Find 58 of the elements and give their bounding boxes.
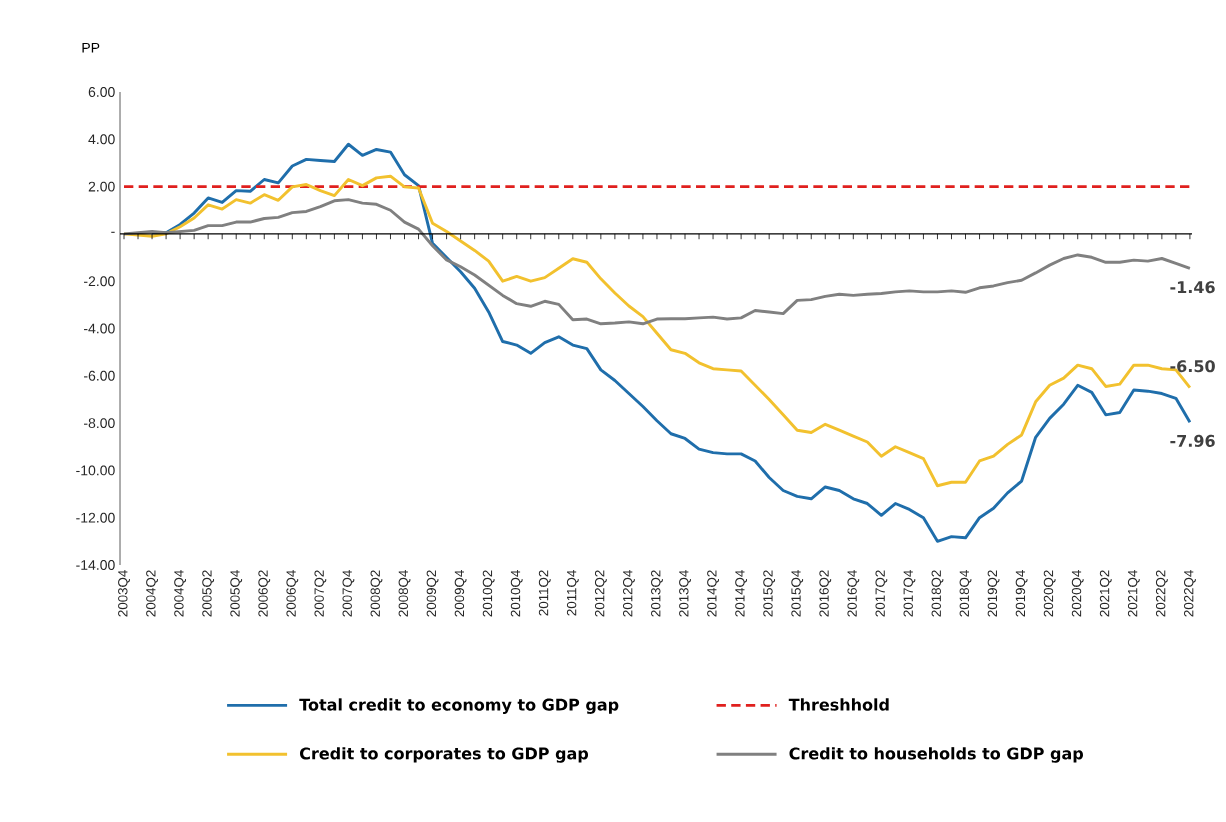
x-tick-label: 2006Q4: [286, 570, 299, 617]
x-tick-label: 2008Q4: [398, 570, 411, 617]
x-tick-label: 2016Q2: [819, 570, 832, 617]
x-tick-label: 2012Q2: [594, 570, 607, 617]
x-tick-label: 2009Q4: [454, 570, 467, 617]
x-tick-label: 2018Q4: [959, 570, 972, 617]
x-tick-label: 2015Q2: [763, 570, 776, 617]
x-tick-label: 2017Q4: [903, 570, 916, 617]
x-tick-label: 2006Q2: [258, 570, 271, 617]
legend-label: Total credit to economy to GDP gap: [299, 698, 619, 714]
x-tick-label: 2004Q2: [146, 570, 158, 617]
x-tick-label: 2012Q4: [623, 570, 635, 617]
data-label: -7.96: [1170, 434, 1215, 447]
y-tick-label: -14.00: [76, 560, 115, 570]
x-tick-label: 2022Q2: [1155, 570, 1168, 617]
x-tick-label: 2015Q4: [791, 570, 804, 617]
x-tick-label: 2003Q4: [118, 570, 130, 617]
legend-label: Credit to corporates to GDP gap: [300, 747, 589, 763]
x-tick-label: 2018Q2: [931, 570, 944, 617]
y-tick-label: -12.00: [76, 512, 115, 523]
y-tick-label: -: [111, 231, 115, 233]
legend-label: Credit to households to GDP gap: [789, 747, 1084, 763]
x-tick-label: 2021Q4: [1127, 570, 1140, 617]
x-tick-label: 2004Q4: [174, 570, 187, 617]
legend-label: Threshhold: [788, 698, 889, 711]
x-tick-label: 2014Q2: [707, 570, 719, 617]
x-tick-label: 2019Q2: [987, 570, 1000, 617]
x-tick-label: 2013Q4: [679, 570, 691, 617]
x-tick-label: 2014Q4: [735, 570, 748, 617]
x-tick-label: 2016Q4: [847, 570, 860, 617]
x-tick-label: 2011Q2: [538, 570, 551, 616]
x-tick-label: 2011Q4: [566, 570, 579, 616]
x-tick-label: 2005Q2: [202, 570, 215, 617]
y-tick-label: -8.00: [84, 418, 115, 429]
x-tick-label: 2019Q4: [1015, 570, 1028, 617]
y-tick-label: 6.00: [88, 87, 115, 97]
x-tick-label: 2007Q4: [342, 570, 355, 617]
x-tick-label: 2020Q4: [1071, 570, 1084, 617]
x-tick-label: 2021Q2: [1099, 570, 1112, 617]
y-tick-label: 4.00: [88, 134, 115, 145]
x-tick-label: 2013Q2: [651, 570, 663, 617]
data-label: -1.46: [1170, 281, 1215, 294]
data-label: -6.50: [1170, 360, 1215, 373]
y-tick-label: -2.00: [84, 276, 115, 287]
x-tick-label: 2010Q4: [510, 570, 523, 617]
x-tick-label: 2022Q4: [1184, 570, 1196, 617]
x-tick-label: 2017Q2: [875, 570, 888, 617]
x-tick-label: 2020Q2: [1043, 570, 1056, 617]
y-tick-label: -10.00: [76, 465, 115, 476]
x-tick-label: 2007Q2: [314, 570, 327, 617]
y-tick-label: -6.00: [84, 370, 115, 381]
y-axis-title: PP: [82, 43, 100, 53]
x-tick-label: 2008Q2: [370, 570, 383, 617]
x-tick-label: 2010Q2: [482, 570, 495, 617]
y-tick-label: 2.00: [88, 181, 115, 192]
x-tick-label: 2009Q2: [426, 570, 439, 617]
y-tick-label: -4.00: [84, 323, 115, 334]
x-tick-label: 2005Q4: [230, 570, 243, 617]
